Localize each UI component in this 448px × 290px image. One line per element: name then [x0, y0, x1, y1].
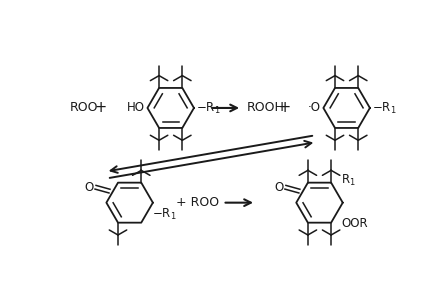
Text: HO: HO [127, 102, 145, 115]
Text: ROOH: ROOH [247, 102, 284, 115]
Text: ROO·: ROO· [70, 102, 103, 115]
Text: OOR: OOR [341, 217, 368, 230]
Text: O: O [275, 181, 284, 194]
Text: R$_1$: R$_1$ [341, 173, 356, 188]
Text: $-$R$_1$: $-$R$_1$ [372, 100, 397, 115]
Text: +: + [95, 100, 107, 115]
Text: + ROO: + ROO [176, 196, 219, 209]
Text: ·O: ·O [308, 102, 321, 115]
Text: O: O [85, 181, 94, 194]
Text: $-$R$_1$: $-$R$_1$ [152, 207, 177, 222]
Text: +: + [279, 100, 291, 115]
Text: $-$R$_1$: $-$R$_1$ [196, 100, 221, 115]
